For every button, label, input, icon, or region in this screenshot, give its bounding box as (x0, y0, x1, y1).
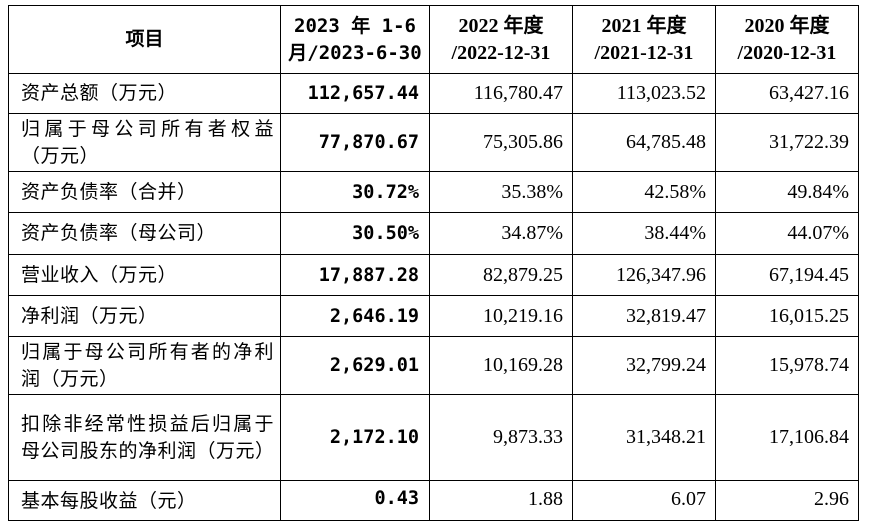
cell-2023-h1: 2,646.19 (280, 295, 430, 337)
table-row: 归属于母公司所有者权益（万元） 77,870.67 75,305.86 64,7… (8, 113, 859, 172)
row-label: 扣除非经常性损益后归属于母公司股东的净利润（万元） (8, 394, 281, 481)
header-2022: 2022 年度/2022-12-31 (429, 5, 573, 74)
financial-summary-table-container: 项目 2023 年 1-6 月/2023-6-30 2022 年度/2022-12… (8, 5, 859, 521)
financial-summary-table: 项目 2023 年 1-6 月/2023-6-30 2022 年度/2022-12… (8, 5, 859, 521)
header-2020: 2020 年度/2020-12-31 (715, 5, 859, 74)
table-row: 资产负债率（母公司） 30.50% 34.87% 38.44% 44.07% (8, 212, 859, 255)
cell-2021: 6.07 (572, 480, 716, 521)
cell-2023-h1: 2,629.01 (280, 336, 430, 395)
cell-2021: 42.58% (572, 171, 716, 213)
cell-2022: 35.38% (429, 171, 573, 213)
cell-2022: 10,219.16 (429, 295, 573, 337)
header-row: 项目 2023 年 1-6 月/2023-6-30 2022 年度/2022-12… (8, 5, 859, 74)
cell-2023-h1: 17,887.28 (280, 254, 430, 296)
table-row: 营业收入（万元） 17,887.28 82,879.25 126,347.96 … (8, 254, 859, 296)
cell-2020: 49.84% (715, 171, 859, 213)
row-label: 资产负债率（母公司） (8, 212, 281, 255)
cell-2020: 2.96 (715, 480, 859, 521)
cell-2022: 116,780.47 (429, 73, 573, 114)
cell-2023-h1: 0.43 (280, 480, 430, 521)
cell-2021: 32,819.47 (572, 295, 716, 337)
cell-2020: 63,427.16 (715, 73, 859, 114)
table-row: 基本每股收益（元） 0.43 1.88 6.07 2.96 (8, 480, 859, 521)
cell-2021: 126,347.96 (572, 254, 716, 296)
row-label: 归属于母公司所有者的净利润（万元） (8, 336, 281, 395)
header-2023-h1: 2023 年 1-6 月/2023-6-30 (280, 5, 430, 74)
cell-2022: 82,879.25 (429, 254, 573, 296)
cell-2023-h1: 2,172.10 (280, 394, 430, 481)
row-label: 净利润（万元） (8, 295, 281, 337)
cell-2020: 67,194.45 (715, 254, 859, 296)
cell-2022: 75,305.86 (429, 113, 573, 172)
cell-2020: 15,978.74 (715, 336, 859, 395)
cell-2023-h1: 30.50% (280, 212, 430, 255)
header-item: 项目 (8, 5, 281, 74)
cell-2022: 34.87% (429, 212, 573, 255)
table-row: 归属于母公司所有者的净利润（万元） 2,629.01 10,169.28 32,… (8, 336, 859, 395)
cell-2023-h1: 30.72% (280, 171, 430, 213)
cell-2021: 31,348.21 (572, 394, 716, 481)
cell-2021: 38.44% (572, 212, 716, 255)
cell-2023-h1: 77,870.67 (280, 113, 430, 172)
cell-2021: 113,023.52 (572, 73, 716, 114)
table-row: 资产总额（万元） 112,657.44 116,780.47 113,023.5… (8, 73, 859, 114)
row-label: 基本每股收益（元） (8, 480, 281, 521)
row-label: 资产总额（万元） (8, 73, 281, 114)
cell-2020: 44.07% (715, 212, 859, 255)
cell-2022: 10,169.28 (429, 336, 573, 395)
cell-2020: 16,015.25 (715, 295, 859, 337)
cell-2020: 17,106.84 (715, 394, 859, 481)
table-row: 资产负债率（合并） 30.72% 35.38% 42.58% 49.84% (8, 171, 859, 213)
cell-2021: 32,799.24 (572, 336, 716, 395)
cell-2022: 1.88 (429, 480, 573, 521)
cell-2021: 64,785.48 (572, 113, 716, 172)
cell-2023-h1: 112,657.44 (280, 73, 430, 114)
cell-2022: 9,873.33 (429, 394, 573, 481)
row-label: 资产负债率（合并） (8, 171, 281, 213)
header-2021: 2021 年度/2021-12-31 (572, 5, 716, 74)
row-label: 营业收入（万元） (8, 254, 281, 296)
table-row: 净利润（万元） 2,646.19 10,219.16 32,819.47 16,… (8, 295, 859, 337)
row-label: 归属于母公司所有者权益（万元） (8, 113, 281, 172)
table-row: 扣除非经常性损益后归属于母公司股东的净利润（万元） 2,172.10 9,873… (8, 394, 859, 481)
cell-2020: 31,722.39 (715, 113, 859, 172)
